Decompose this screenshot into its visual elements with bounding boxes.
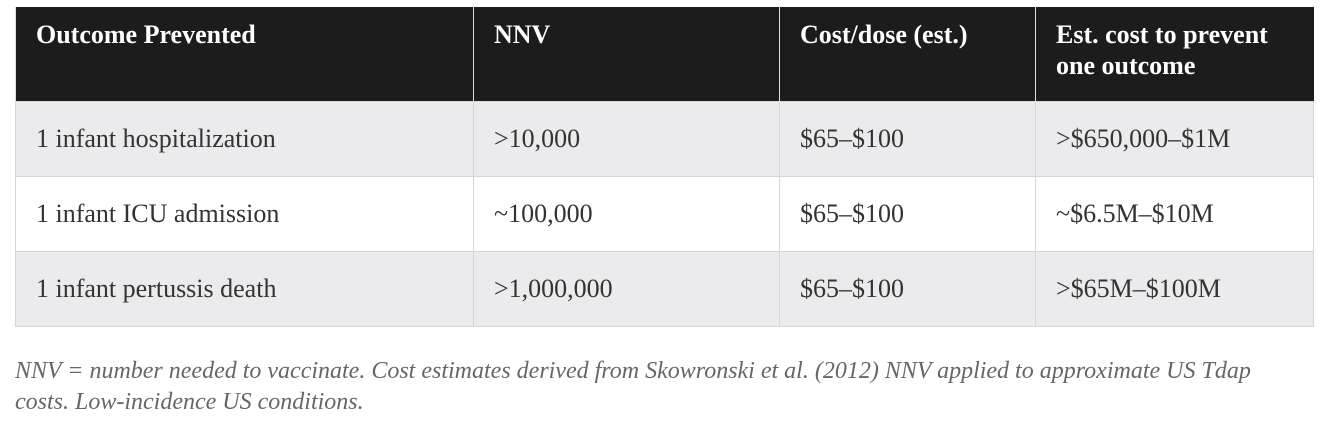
header-cell: NNV: [473, 7, 780, 101]
header-row: Outcome Prevented NNV Cost/dose (est.) Est.…: [15, 7, 1314, 101]
table-cell: $65–$100: [779, 100, 1036, 177]
table-cell: >$65M–$100M: [1035, 250, 1314, 327]
table-row: 1 infant hospitalization >10,000 $65–$100 >…: [15, 100, 1314, 177]
table-row: 1 infant ICU admission ~100,000 $65–$100 ~$…: [15, 175, 1314, 252]
table-cell: $65–$100: [779, 175, 1036, 252]
table-cell: 1 infant pertussis death: [15, 250, 474, 327]
table-cell: ~100,000: [473, 175, 780, 252]
table-cell: ~$6.5M–$10M: [1035, 175, 1314, 252]
table-cell: >$650,000–$1M: [1035, 100, 1314, 177]
header-cell: Outcome Prevented: [15, 7, 474, 101]
table-row: 1 infant pertussis death >1,000,000 $65–$1…: [15, 250, 1314, 327]
table-cell: $65–$100: [779, 250, 1036, 327]
header-cell: Est. cost to prevent one outcome: [1035, 7, 1314, 101]
table-cell: >10,000: [473, 100, 780, 177]
caption: NNV = number needed to vaccinate. Cost e…: [15, 358, 1251, 415]
table-body: 1 infant hospitalization >10,000 $65–$100 >…: [15, 100, 1314, 327]
table-cell: >1,000,000: [473, 250, 780, 327]
header-cell: Cost/dose (est.): [779, 7, 1036, 101]
table-cell: 1 infant hospitalization: [15, 100, 474, 177]
table-cell: 1 infant ICU admission: [15, 175, 474, 252]
data-table: Outcome Prevented NNV Cost/dose (est.) Est.…: [15, 7, 1314, 327]
